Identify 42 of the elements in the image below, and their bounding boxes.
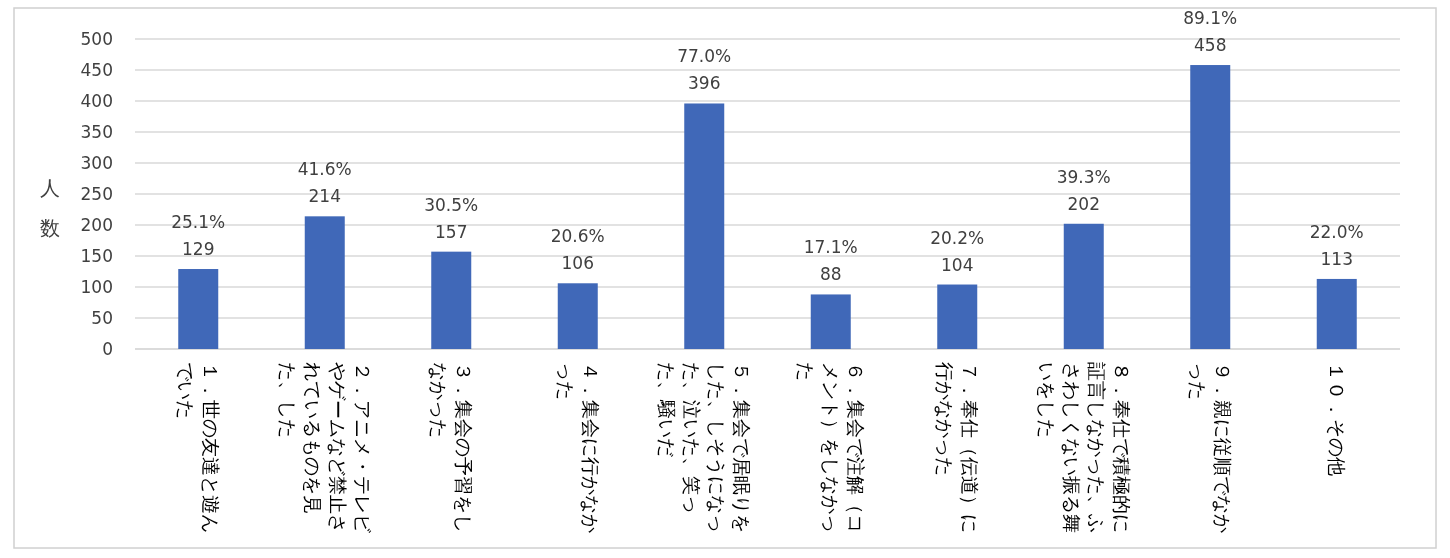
bar (431, 251, 472, 349)
data-label: 30.5% 157 (424, 194, 479, 242)
y-tick-label: 450 (80, 60, 113, 80)
x-tick-label: ９．親に従順でなかった (1186, 362, 1236, 534)
data-label: 20.6% 106 (550, 226, 605, 274)
x-tick-label: ３．集会の予習をしなかった (427, 362, 477, 534)
bar (1316, 278, 1357, 349)
data-label: 22.0% 113 (1309, 221, 1364, 269)
bar (684, 103, 725, 349)
y-axis-title: 人数 (39, 175, 61, 242)
y-tick-label: 200 (80, 215, 113, 235)
x-tick-label: １．世の友達と遊んでいた (174, 362, 224, 534)
bar (304, 216, 345, 349)
y-tick-label: 300 (80, 153, 113, 173)
data-label: 20.2% 104 (930, 227, 985, 275)
x-tick-label: ８．奉仕で積極的に証言しなかった、ふさわしくない振る舞いをした (1034, 362, 1134, 534)
y-tick-label: 50 (91, 308, 113, 328)
bar (810, 294, 851, 349)
data-label: 89.1% 458 (1183, 8, 1238, 56)
y-tick-label: 100 (80, 277, 113, 297)
bar (178, 269, 219, 349)
y-tick-label: 350 (80, 122, 113, 142)
x-tick-label: ２．アニメ・テレビやゲームなど禁止されているものを見た、した (275, 362, 375, 534)
y-tick-label: 400 (80, 91, 113, 111)
x-tick-label: ６．集会で注解（コメント）をしなかった (794, 362, 869, 534)
x-tick-label: １０．その他 (1325, 362, 1350, 478)
y-tick-label: 0 (102, 339, 113, 359)
bar (1190, 65, 1231, 349)
y-tick-label: 500 (80, 29, 113, 49)
y-tick-label: 250 (80, 184, 113, 204)
data-label: 17.1% 88 (803, 237, 858, 285)
y-tick-label: 150 (80, 246, 113, 266)
bar (1063, 223, 1104, 349)
bar (557, 283, 598, 349)
data-label: 77.0% 396 (677, 46, 732, 94)
x-tick-label: ７．奉仕（伝道）に行かなかった (933, 362, 983, 534)
data-label: 39.3% 202 (1056, 166, 1111, 214)
x-tick-label: ４．集会に行かなかった (553, 362, 603, 534)
bar (937, 284, 978, 349)
x-tick-label: ５．集会で居眠りをした、しそうになった、泣いた、笑った、騒いだ (655, 362, 755, 534)
data-label: 41.6% 214 (297, 159, 352, 207)
data-label: 25.1% 129 (171, 212, 226, 260)
